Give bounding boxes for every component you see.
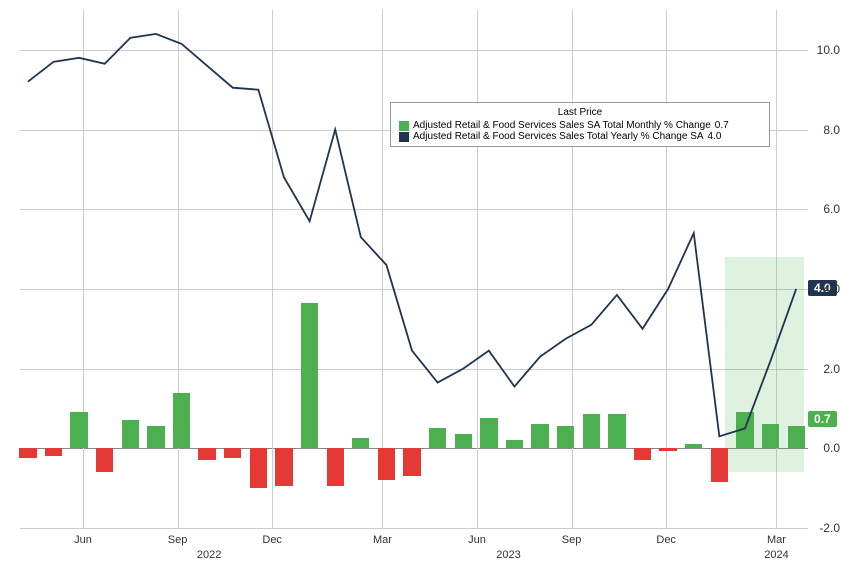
legend-text: Adjusted Retail & Food Services Sales SA…: [413, 120, 711, 131]
y-axis-label: 4.0: [823, 282, 840, 296]
x-axis-label: Jun: [74, 534, 92, 546]
callout-label: 0.7: [808, 411, 837, 427]
legend: Last Price Adjusted Retail & Food Servic…: [390, 102, 770, 147]
x-axis-year: 2022: [197, 549, 221, 561]
x-axis-label: Mar: [373, 534, 392, 546]
legend-item: Adjusted Retail & Food Services Sales SA…: [399, 120, 761, 131]
legend-swatch: [399, 121, 409, 131]
legend-text: Adjusted Retail & Food Services Sales To…: [413, 131, 704, 142]
chart-area: 4.00.7 Last Price Adjusted Retail & Food…: [20, 10, 808, 528]
x-axis-label: Dec: [262, 534, 282, 546]
y-axis-label: 0.0: [823, 441, 840, 455]
legend-item: Adjusted Retail & Food Services Sales To…: [399, 131, 761, 142]
x-axis-label: Jun: [468, 534, 486, 546]
x-axis-year: 2023: [496, 549, 520, 561]
legend-value: 0.7: [715, 120, 729, 131]
x-axis-label: Sep: [168, 534, 188, 546]
y-axis-label: 10.0: [817, 43, 840, 57]
legend-value: 4.0: [708, 131, 722, 142]
legend-swatch: [399, 132, 409, 142]
line-series: [20, 10, 808, 528]
x-axis-label: Mar: [767, 534, 786, 546]
legend-title: Last Price: [399, 107, 761, 118]
x-axis-label: Dec: [656, 534, 676, 546]
x-axis-year: 2024: [764, 549, 788, 561]
gridline-h: [20, 528, 808, 529]
x-axis-label: Sep: [562, 534, 582, 546]
y-axis-label: -2.0: [819, 521, 840, 535]
y-axis-label: 6.0: [823, 202, 840, 216]
y-axis-label: 8.0: [823, 123, 840, 137]
y-axis-label: 2.0: [823, 362, 840, 376]
